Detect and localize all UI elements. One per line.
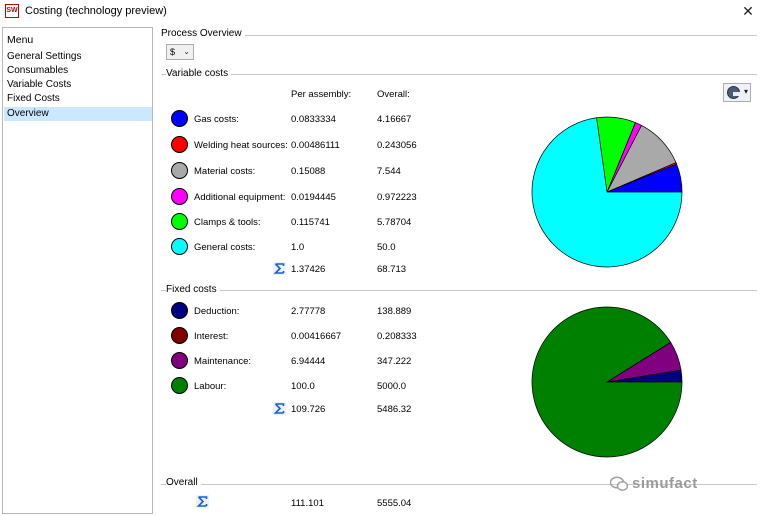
menu-header: Menu [7,34,34,46]
divider [161,484,757,485]
additional-equipment-label: Additional equipment: [194,192,286,203]
app-logo-icon: SW [5,4,19,18]
maintenance-per-assembly: 6.94444 [291,356,326,367]
material-costs-label: Material costs: [194,166,256,177]
additional-equipment-overall: 0.972223 [377,192,417,203]
chevron-down-icon: ⌄ [183,47,190,56]
wechat-logo-icon [610,476,628,491]
fixed-costs-title: Fixed costs [166,284,220,295]
divider [161,35,757,36]
sidebar-item-overview[interactable]: Overview [4,107,152,121]
sidebar-item-variable-costs[interactable]: Variable Costs [7,79,72,90]
gas-costs-per-assembly: 0.0833334 [291,114,336,125]
interest-label: Interest: [194,331,229,342]
gas-costs-label: Gas costs: [194,114,239,125]
sigma-icon [196,495,209,508]
pie-chart-icon [727,86,740,99]
clamps-tools-overall: 5.78704 [377,217,412,228]
sidebar-menu: Menu General Settings Consumables Variab… [2,27,153,514]
material-costs-overall: 7.544 [377,166,401,177]
sigma-icon [273,262,286,275]
divider [161,74,757,75]
sidebar-item-fixed-costs[interactable]: Fixed Costs [7,93,60,104]
general-costs-overall: 50.0 [377,242,396,253]
sidebar-item-general-settings[interactable]: General Settings [7,51,82,62]
interest-color-icon [171,327,188,344]
general-costs-label: General costs: [194,242,256,253]
sigma-icon [273,402,286,415]
general-costs-per-assembly: 1.0 [291,242,305,253]
divider [161,290,757,291]
currency-value: $ [170,47,176,57]
overall-title: Overall [166,477,201,488]
welding-heat-sources-label: Welding heat sources: [194,140,288,151]
currency-select[interactable]: $ ⌄ [166,44,194,60]
clamps-tools-color-icon [171,213,188,230]
sidebar-item-consumables[interactable]: Consumables [7,65,69,76]
process-overview-title: Process Overview [161,28,245,39]
additional-equipment-color-icon [171,188,188,205]
additional-equipment-per-assembly: 0.0194445 [291,192,336,203]
fixed-pie-slice-3 [531,306,683,458]
main-panel: Process Overview $ ⌄ Variable costs Per … [156,24,764,516]
interest-per-assembly: 0.00416667 [291,331,342,342]
labour-label: Labour: [194,381,227,392]
watermark-text: simufact [632,475,698,492]
deduction-color-icon [171,302,188,319]
overall-total-overall: 5555.04 [377,498,412,509]
column-header-overall: Overall: [377,89,410,100]
deduction-label: Deduction: [194,306,240,317]
clamps-tools-per-assembly: 0.115741 [291,217,330,228]
overall-total-per-assembly: 111.101 [291,498,324,509]
variable-costs-pie-chart [531,116,683,268]
title-bar: SW Costing (technology preview) ✕ [0,0,764,24]
interest-overall: 0.208333 [377,331,417,342]
maintenance-overall: 347.222 [377,356,412,367]
chart-type-button[interactable]: ▾ [723,83,751,102]
welding-heat-sources-overall: 0.243056 [377,140,417,151]
close-button[interactable]: ✕ [742,3,754,19]
welding-heat-sources-color-icon [171,136,188,153]
material-costs-color-icon [171,162,188,179]
window-title: Costing (technology preview) [25,5,167,17]
general-costs-color-icon [171,238,188,255]
deduction-per-assembly: 2.77778 [291,306,326,317]
gas-costs-overall: 4.16667 [377,114,412,125]
clamps-tools-label: Clamps & tools: [194,217,261,228]
maintenance-label: Maintenance: [194,356,252,367]
fixed-total-per-assembly: 109.726 [291,404,326,415]
chevron-down-icon: ▾ [743,87,748,96]
variable-costs-title: Variable costs [166,68,232,79]
labour-color-icon [171,377,188,394]
gas-costs-color-icon [171,110,188,127]
fixed-costs-pie-chart [531,306,683,458]
variable-total-per-assembly: 1.37426 [291,264,326,275]
variable-total-overall: 68.713 [377,264,407,275]
welding-heat-sources-per-assembly: 0.00486111 [291,140,340,151]
variable-pie-slice-5 [531,117,683,268]
column-header-per-assembly: Per assembly: [291,89,352,100]
fixed-total-overall: 5486.32 [377,404,412,415]
maintenance-color-icon [171,352,188,369]
deduction-overall: 138.889 [377,306,412,317]
labour-per-assembly: 100.0 [291,381,315,392]
labour-overall: 5000.0 [377,381,407,392]
material-costs-per-assembly: 0.15088 [291,166,326,177]
